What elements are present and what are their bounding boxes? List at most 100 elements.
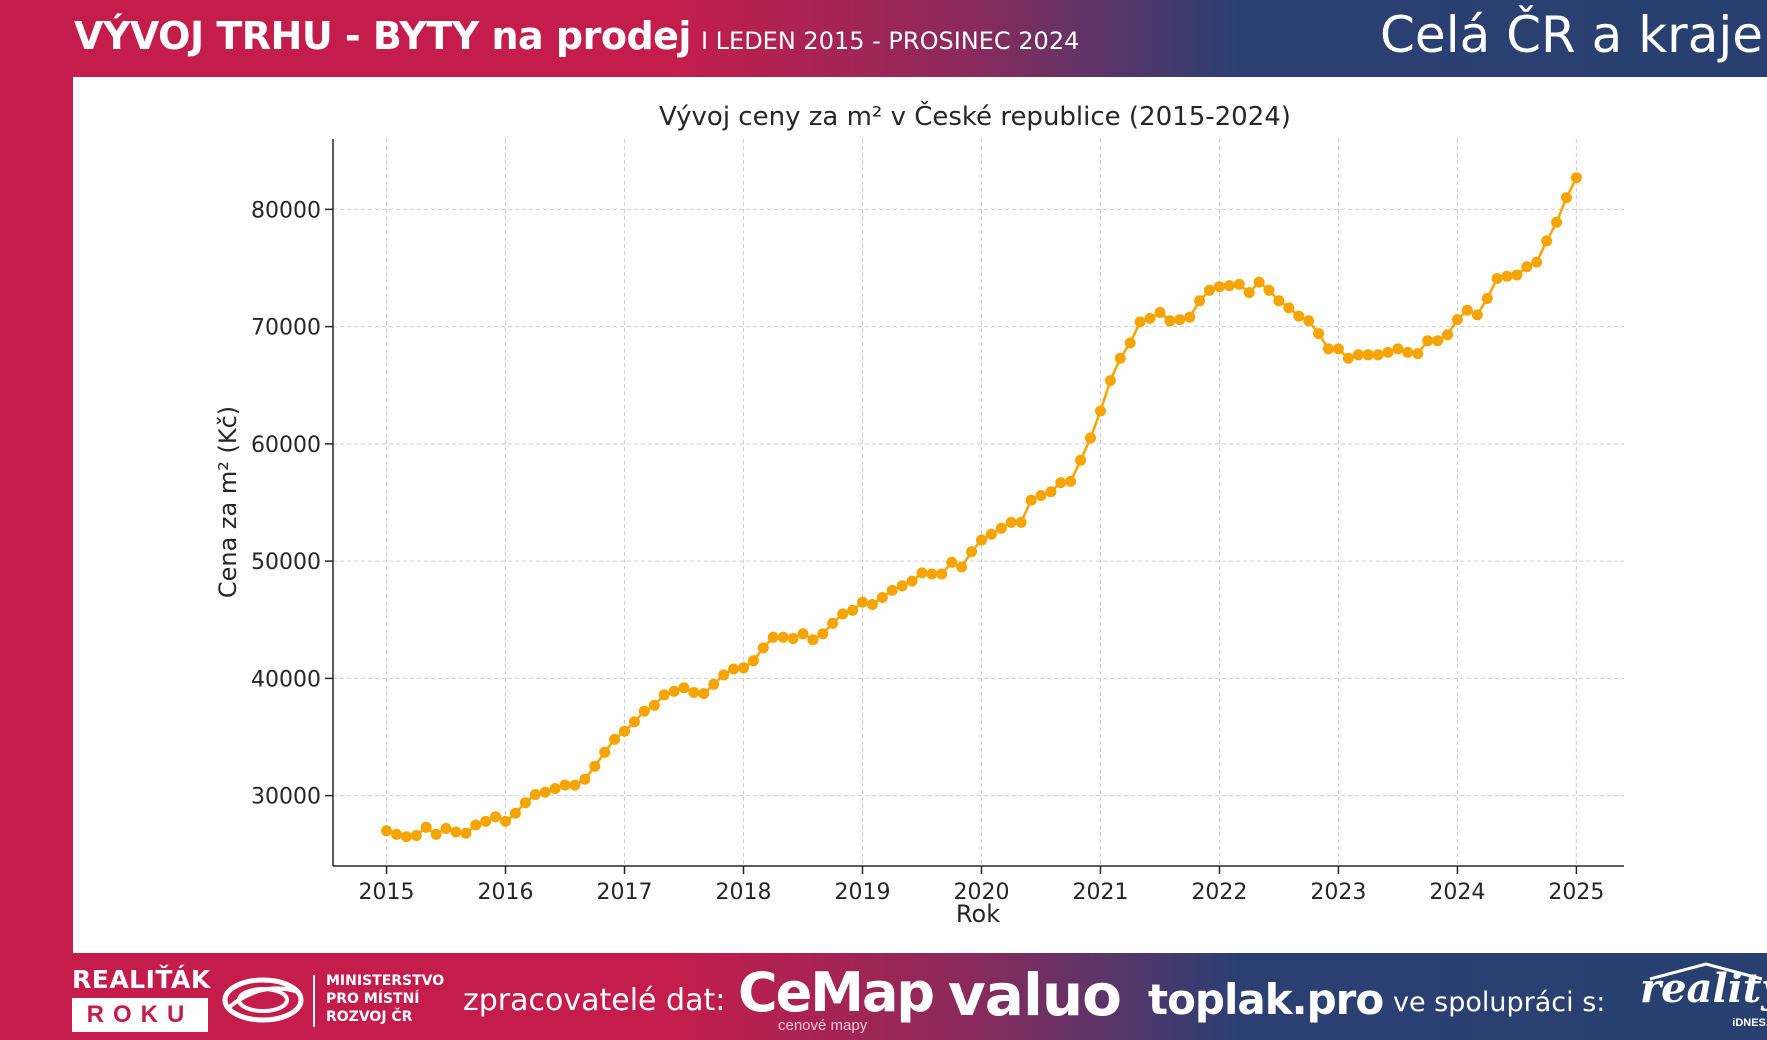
data-point bbox=[1114, 352, 1126, 364]
cemap-logo[interactable]: CeMap bbox=[738, 961, 935, 1024]
y-axis-label: Cena za m² (Kč) bbox=[214, 406, 242, 598]
valuo-logo[interactable]: valuo bbox=[948, 961, 1122, 1029]
x-tick-label: 2019 bbox=[834, 880, 890, 905]
data-point bbox=[599, 746, 611, 758]
data-point bbox=[1233, 278, 1245, 290]
reality-logo-sub: iDNES.cz bbox=[1732, 1017, 1767, 1029]
cooperation-label: ve spolupráci s: bbox=[1393, 987, 1606, 1018]
data-point bbox=[1372, 349, 1384, 361]
data-point bbox=[1263, 284, 1275, 296]
data-point bbox=[1412, 348, 1424, 360]
data-point bbox=[609, 733, 621, 745]
x-tick-label: 2025 bbox=[1548, 880, 1604, 905]
data-point bbox=[866, 599, 878, 610]
processors-label: zpracovatelé dat: bbox=[463, 983, 726, 1018]
data-point bbox=[1045, 486, 1057, 498]
x-tick-label: 2022 bbox=[1191, 880, 1247, 905]
ministry-line: MINISTERSTVO bbox=[326, 973, 445, 989]
footer: REALIŤÁK ROKU MINISTERSTVO PRO MÍSTNÍ RO… bbox=[0, 955, 1767, 1040]
x-tick-label: 2018 bbox=[716, 880, 772, 905]
data-point bbox=[1015, 516, 1027, 528]
data-point bbox=[728, 663, 740, 675]
data-point bbox=[1194, 295, 1206, 307]
data-point bbox=[410, 830, 422, 841]
data-point bbox=[1352, 349, 1364, 361]
y-tick-label: 30000 bbox=[251, 785, 321, 810]
data-point bbox=[1541, 235, 1553, 247]
data-point bbox=[1303, 315, 1315, 327]
data-point bbox=[1095, 405, 1106, 417]
data-point bbox=[995, 522, 1007, 534]
x-tick-label: 2017 bbox=[597, 880, 653, 905]
data-point bbox=[1104, 375, 1116, 387]
header: VÝVOJ TRHU - BYTY na prodej I LEDEN 2015 … bbox=[0, 0, 1767, 76]
reality-idnes-logo[interactable]: reality iDNES.cz bbox=[1640, 962, 1767, 1029]
data-point bbox=[1134, 316, 1146, 328]
toplak-logo[interactable]: toplak.pro bbox=[1148, 975, 1384, 1024]
data-point bbox=[1025, 494, 1037, 506]
data-point bbox=[1204, 284, 1215, 296]
data-point bbox=[1055, 477, 1067, 489]
data-point bbox=[559, 779, 571, 791]
chart-axes bbox=[332, 139, 1624, 867]
realitak-logo[interactable]: REALIŤÁK ROKU bbox=[72, 965, 211, 1032]
data-point bbox=[678, 682, 690, 694]
data-point bbox=[1342, 352, 1354, 364]
data-point bbox=[767, 631, 779, 643]
ministry-emblem-icon bbox=[222, 977, 304, 1023]
data-point bbox=[1184, 311, 1196, 323]
data-point bbox=[440, 823, 452, 834]
data-point bbox=[1481, 293, 1493, 304]
chart-panel: Vývoj ceny za m² v České republice (2015… bbox=[73, 77, 1767, 953]
x-tick-label: 2023 bbox=[1310, 880, 1366, 905]
data-point bbox=[738, 662, 749, 674]
data-point bbox=[896, 580, 908, 592]
x-tick-label: 2015 bbox=[359, 880, 415, 905]
data-point bbox=[1144, 312, 1156, 324]
data-point bbox=[1551, 216, 1563, 228]
page-title: VÝVOJ TRHU - BYTY na prodej I LEDEN 2015 … bbox=[74, 14, 1079, 58]
y-tick-label: 80000 bbox=[251, 198, 321, 223]
data-point bbox=[569, 779, 581, 791]
price-chart: Vývoj ceny za m² v České republice (2015… bbox=[214, 100, 1624, 928]
data-point bbox=[1253, 276, 1265, 288]
price-series bbox=[381, 172, 1582, 843]
data-point bbox=[1521, 261, 1533, 273]
data-point bbox=[807, 634, 819, 646]
data-point bbox=[579, 773, 591, 785]
ministry-line: PRO MÍSTNÍ bbox=[326, 991, 420, 1007]
data-point bbox=[1213, 281, 1225, 293]
data-point bbox=[1561, 192, 1572, 204]
data-point bbox=[976, 534, 987, 546]
data-point bbox=[1511, 269, 1523, 281]
data-point bbox=[430, 828, 442, 840]
data-point bbox=[658, 689, 670, 701]
data-point bbox=[936, 568, 948, 580]
data-point bbox=[698, 688, 710, 700]
data-point bbox=[549, 783, 561, 795]
data-point bbox=[1382, 346, 1394, 358]
data-point bbox=[886, 584, 898, 596]
y-tick-label: 70000 bbox=[251, 316, 321, 341]
region-title: Celá ČR a kraje bbox=[1380, 6, 1763, 64]
data-point bbox=[1570, 172, 1582, 184]
data-point bbox=[857, 596, 868, 608]
data-point bbox=[460, 827, 472, 839]
realitak-logo-bottom: ROKU bbox=[72, 998, 208, 1032]
data-point bbox=[708, 678, 720, 690]
data-point bbox=[747, 655, 759, 667]
data-point bbox=[529, 789, 541, 800]
data-point bbox=[985, 528, 997, 540]
data-point bbox=[1273, 295, 1285, 307]
page-subtitle: I LEDEN 2015 - PROSINEC 2024 bbox=[700, 27, 1080, 55]
data-point bbox=[1085, 432, 1096, 444]
data-point bbox=[1392, 343, 1404, 355]
data-point bbox=[648, 699, 660, 711]
data-point bbox=[817, 628, 829, 640]
data-point bbox=[668, 685, 680, 697]
data-point bbox=[1293, 310, 1305, 322]
data-point bbox=[1124, 337, 1136, 349]
data-point bbox=[1323, 343, 1334, 355]
data-point bbox=[688, 687, 700, 698]
data-point bbox=[966, 546, 978, 558]
